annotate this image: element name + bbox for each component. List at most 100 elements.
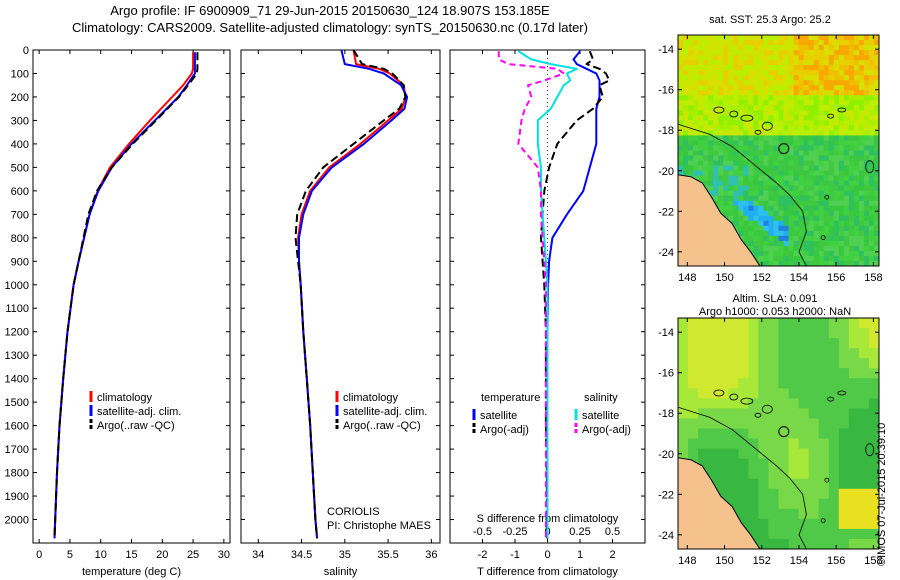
map-cell xyxy=(758,135,765,142)
map-cell xyxy=(748,498,759,510)
map-cell xyxy=(728,200,734,207)
map-cell xyxy=(868,378,879,389)
map-cell xyxy=(818,80,825,86)
map-cell xyxy=(778,438,790,450)
map-cell xyxy=(858,488,870,500)
map-cell xyxy=(718,338,729,349)
sst-map-frame xyxy=(677,34,880,267)
map-cell xyxy=(813,175,820,182)
map-cell xyxy=(773,80,780,86)
map-cell xyxy=(858,215,865,222)
map-cell xyxy=(733,120,739,126)
map-cell xyxy=(858,115,865,121)
map-cell xyxy=(803,190,810,197)
map-cell xyxy=(808,458,820,470)
map-cell xyxy=(698,50,704,56)
map-cell xyxy=(683,90,689,96)
map-cell xyxy=(858,175,865,182)
map-cell xyxy=(708,190,714,197)
map-cell xyxy=(863,125,870,132)
map-cell xyxy=(748,45,754,51)
map-cell xyxy=(873,245,879,252)
map-cell xyxy=(728,160,734,167)
map-cell xyxy=(743,225,749,232)
map-cell xyxy=(753,150,760,157)
map-cell xyxy=(748,195,754,202)
map-cell xyxy=(873,210,879,217)
map-cell xyxy=(718,70,724,76)
title-line-2: Climatology: CARS2009. Satellite-adjuste… xyxy=(72,20,588,35)
map-cell xyxy=(853,225,860,232)
map-cell xyxy=(733,165,739,172)
map-cell xyxy=(768,348,780,359)
map-cell xyxy=(868,145,875,152)
map-cell xyxy=(848,225,855,232)
map-cell xyxy=(733,155,739,162)
map-cell xyxy=(858,125,865,132)
map-cell xyxy=(848,35,855,41)
map-cell xyxy=(713,95,719,101)
map-cell xyxy=(818,215,825,222)
map-cell xyxy=(813,190,820,197)
map-cell xyxy=(733,70,739,76)
map-cell xyxy=(863,130,870,137)
map-cell xyxy=(723,175,729,182)
map-cell xyxy=(838,70,845,76)
map-cell xyxy=(748,190,754,197)
map-cell xyxy=(813,135,820,142)
map-cell xyxy=(873,85,879,91)
map-cell xyxy=(838,408,850,420)
map-cell xyxy=(753,140,760,147)
map-cell xyxy=(863,170,870,177)
x-tick-label: 2 xyxy=(609,549,615,561)
map-cell xyxy=(783,230,790,237)
map-cell xyxy=(778,428,790,440)
map-cell xyxy=(798,438,810,450)
map-cell xyxy=(868,205,875,212)
map-cell xyxy=(733,65,739,71)
map-cell xyxy=(753,235,760,242)
map-cell xyxy=(748,170,754,177)
y-tick-label: 1300 xyxy=(5,350,29,362)
map-cell xyxy=(678,135,684,142)
map-cell xyxy=(798,240,805,247)
map-cell xyxy=(688,388,699,399)
map-cell xyxy=(693,90,699,96)
map-cell xyxy=(848,180,855,187)
map-cell xyxy=(873,205,879,212)
map-cell xyxy=(808,80,815,86)
map-cell xyxy=(838,135,845,142)
map-cell xyxy=(703,45,709,51)
map-cell xyxy=(738,358,749,369)
map-cell xyxy=(828,70,835,76)
map-cell xyxy=(748,55,754,61)
map-cell xyxy=(828,130,835,137)
map-cell xyxy=(808,328,820,339)
map-cell xyxy=(818,50,825,56)
map-cell xyxy=(838,220,845,227)
map-cell xyxy=(728,140,734,147)
map-cell xyxy=(688,428,699,440)
map-cell xyxy=(848,95,855,101)
map-cell xyxy=(733,170,739,177)
map-cell xyxy=(758,438,770,450)
map-cell xyxy=(848,408,860,420)
map-cell xyxy=(808,398,820,409)
map-cell xyxy=(678,145,684,152)
map-cell xyxy=(773,105,780,111)
map-cell xyxy=(808,195,815,202)
map-cell xyxy=(753,160,760,167)
map-cell xyxy=(708,75,714,81)
map-cell xyxy=(828,220,835,227)
map-cell xyxy=(738,458,749,470)
map-cell xyxy=(748,100,754,106)
map-cell xyxy=(783,145,790,152)
map-cell xyxy=(788,80,795,86)
map-cell xyxy=(793,75,800,81)
map-cell xyxy=(788,180,795,187)
map-cell xyxy=(823,120,830,126)
map-cell xyxy=(818,538,830,549)
map-cell xyxy=(683,145,689,152)
map-cell xyxy=(853,180,860,187)
map-cell xyxy=(823,85,830,91)
